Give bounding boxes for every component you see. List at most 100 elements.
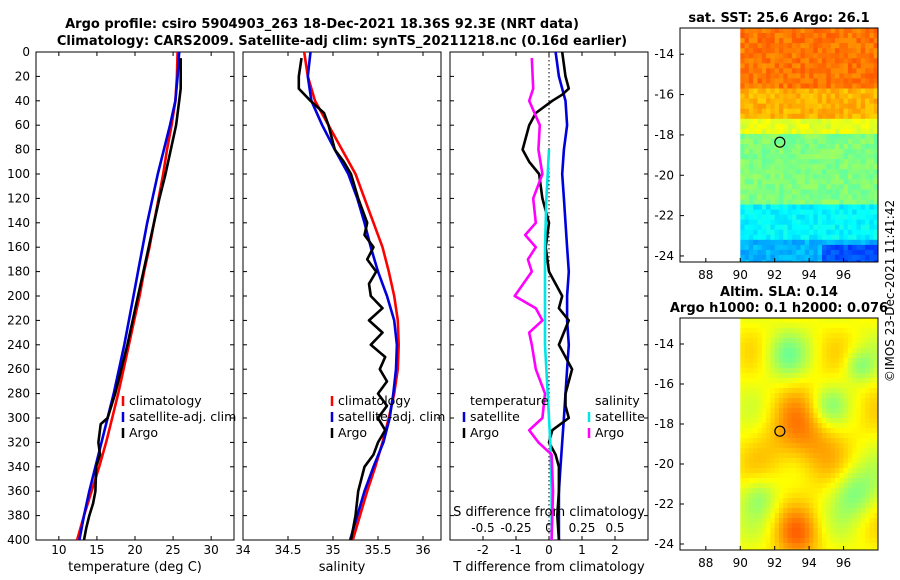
heatmap-cell bbox=[830, 63, 836, 69]
heatmap-cell bbox=[766, 343, 771, 349]
heatmap-cell bbox=[830, 363, 836, 369]
heatmap-cell bbox=[761, 333, 767, 339]
heatmap-cell bbox=[856, 154, 862, 160]
heatmap-cell bbox=[865, 144, 870, 150]
heatmap-cell bbox=[774, 108, 780, 115]
heatmap-cell bbox=[783, 88, 789, 95]
heatmap-cell bbox=[865, 468, 870, 474]
heatmap-cell bbox=[860, 323, 866, 329]
heatmap-cell bbox=[865, 343, 870, 349]
heatmap-cell bbox=[822, 453, 827, 459]
heatmap-cell bbox=[843, 78, 849, 84]
heatmap-cell bbox=[761, 458, 767, 464]
heatmap-cell bbox=[873, 68, 878, 74]
heatmap-cell bbox=[835, 368, 840, 374]
heatmap-cell bbox=[856, 244, 862, 251]
heatmap-cell bbox=[791, 209, 797, 216]
legend-argo-label: Argo bbox=[338, 425, 367, 440]
heatmap-cell bbox=[847, 403, 853, 409]
sla-map-title-line2: Argo h1000: 0.1 h2000: 0.076 bbox=[670, 301, 888, 316]
heatmap-cell bbox=[774, 149, 780, 155]
heatmap-cell bbox=[753, 333, 759, 339]
heatmap-cell bbox=[740, 353, 746, 359]
heatmap-cell bbox=[783, 458, 789, 464]
heatmap-cell bbox=[856, 28, 862, 34]
heatmap-cell bbox=[774, 338, 780, 344]
heatmap-cell bbox=[787, 538, 793, 544]
heatmap-cell bbox=[813, 478, 819, 484]
heatmap-cell bbox=[791, 458, 797, 464]
heatmap-cell bbox=[748, 498, 754, 504]
heatmap-cell bbox=[847, 423, 853, 429]
heatmap-cell bbox=[791, 33, 797, 39]
heatmap-cell bbox=[852, 88, 858, 95]
heatmap-cell bbox=[852, 260, 858, 262]
heatmap-cell bbox=[860, 184, 866, 190]
heatmap-cell bbox=[860, 523, 866, 529]
heatmap-cell bbox=[852, 184, 858, 190]
heatmap-cell bbox=[843, 179, 849, 185]
lon-tick-label: 94 bbox=[801, 556, 816, 570]
heatmap-cell bbox=[813, 398, 819, 404]
heatmap-cell bbox=[804, 508, 810, 514]
heatmap-cell bbox=[766, 393, 771, 399]
heatmap-cell bbox=[869, 98, 875, 105]
heatmap-cell bbox=[809, 363, 814, 369]
heatmap-cell bbox=[791, 493, 797, 499]
heatmap-cell bbox=[869, 403, 875, 409]
heatmap-cell bbox=[860, 194, 866, 200]
heatmap-cell bbox=[761, 103, 767, 110]
heatmap-cell bbox=[873, 403, 878, 409]
heatmap-cell bbox=[783, 189, 789, 195]
heatmap-cell bbox=[809, 43, 814, 49]
heatmap-cell bbox=[748, 244, 754, 251]
heatmap-cell bbox=[809, 373, 814, 379]
heatmap-cell bbox=[770, 488, 776, 494]
heatmap-cell bbox=[813, 493, 819, 499]
legend-satellite-label: satellite-adj. clim bbox=[129, 409, 236, 424]
heatmap-cell bbox=[791, 393, 797, 399]
heatmap-cell bbox=[865, 234, 870, 241]
heatmap-cell bbox=[757, 488, 763, 494]
heatmap-cell bbox=[813, 348, 819, 354]
heatmap-cell bbox=[873, 468, 878, 474]
heatmap-cell bbox=[744, 48, 750, 54]
heatmap-cell bbox=[744, 493, 750, 499]
heatmap-cell bbox=[839, 108, 845, 115]
heatmap-cell bbox=[770, 438, 776, 444]
heatmap-cell bbox=[813, 88, 819, 95]
heatmap-cell bbox=[766, 219, 771, 226]
heatmap-cell bbox=[873, 224, 878, 231]
heatmap-cell bbox=[791, 533, 797, 539]
heatmap-cell bbox=[813, 48, 819, 54]
heatmap-cell bbox=[766, 538, 771, 544]
heatmap-cell bbox=[869, 483, 875, 489]
heatmap-cell bbox=[761, 323, 767, 329]
heatmap-cell bbox=[847, 358, 853, 364]
heatmap-cell bbox=[779, 463, 784, 469]
lat-tick-label: -18 bbox=[654, 128, 674, 142]
heatmap-cell bbox=[822, 463, 827, 469]
heatmap-cell bbox=[822, 493, 827, 499]
heatmap-cell bbox=[839, 159, 845, 165]
heatmap-cell bbox=[835, 28, 840, 34]
heatmap-cell bbox=[839, 83, 845, 90]
heatmap-cell bbox=[822, 373, 827, 379]
heatmap-cell bbox=[873, 448, 878, 454]
heatmap-cell bbox=[822, 328, 827, 334]
heatmap-cell bbox=[800, 543, 806, 549]
heatmap-cell bbox=[843, 63, 849, 69]
heatmap-cell bbox=[847, 338, 853, 344]
heatmap-cell bbox=[796, 358, 802, 364]
heatmap-cell bbox=[757, 244, 763, 251]
heatmap-cell bbox=[826, 523, 832, 529]
heatmap-cell bbox=[740, 348, 746, 354]
heatmap-cell bbox=[822, 388, 827, 394]
heatmap-cell bbox=[796, 234, 802, 241]
heatmap-cell bbox=[843, 73, 849, 79]
heatmap-cell bbox=[822, 428, 827, 434]
heatmap-cell bbox=[744, 189, 750, 195]
heatmap-cell bbox=[843, 388, 849, 394]
heatmap-cell bbox=[873, 234, 878, 241]
heatmap-cell bbox=[852, 458, 858, 464]
